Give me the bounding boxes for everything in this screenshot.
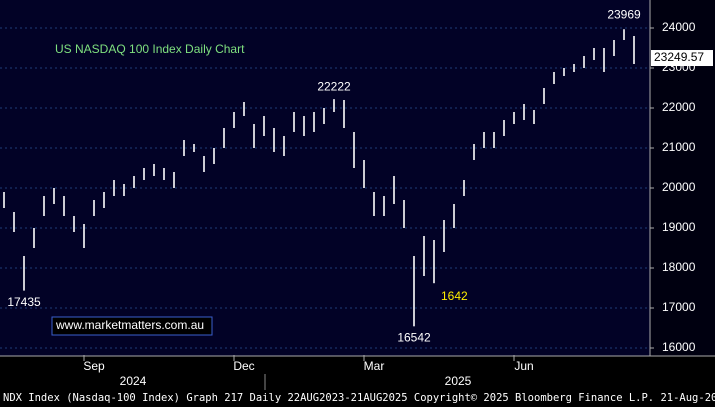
footer: NDX Index (Nasdaq-100 Index) Graph 217 D… <box>3 392 715 404</box>
x-tick-label: Mar <box>364 359 385 373</box>
y-tick-label: 24000 <box>662 20 696 34</box>
y-tick-label: 21000 <box>662 140 696 154</box>
year-label: 2024 <box>120 374 147 388</box>
year-label: 2025 <box>445 374 472 388</box>
plot-area <box>0 0 650 356</box>
watermark-box <box>51 316 213 336</box>
extreme-label: 23969 <box>607 7 641 21</box>
last-value-label: 23249.57 <box>654 50 704 64</box>
x-tick-label: Sep <box>83 359 105 373</box>
extreme-label: 17435 <box>7 295 41 309</box>
last-value-box <box>651 50 713 67</box>
watermark: www.marketmatters.com.au <box>55 318 204 332</box>
annotation: 1642 <box>441 289 468 303</box>
y-tick-label: 20000 <box>662 180 696 194</box>
x-tick-label: Dec <box>233 359 254 373</box>
y-tick-label: 17000 <box>662 300 696 314</box>
extreme-label: 16542 <box>397 330 431 344</box>
y-tick-label: 22000 <box>662 100 696 114</box>
y-tick-label: 18000 <box>662 260 696 274</box>
y-tick-label: 19000 <box>662 220 696 234</box>
y-tick-label: 16000 <box>662 340 696 354</box>
x-tick-label: Jun <box>514 359 533 373</box>
extreme-label: 22222 <box>317 79 351 93</box>
chart-title: US NASDAQ 100 Index Daily Chart <box>55 42 245 56</box>
